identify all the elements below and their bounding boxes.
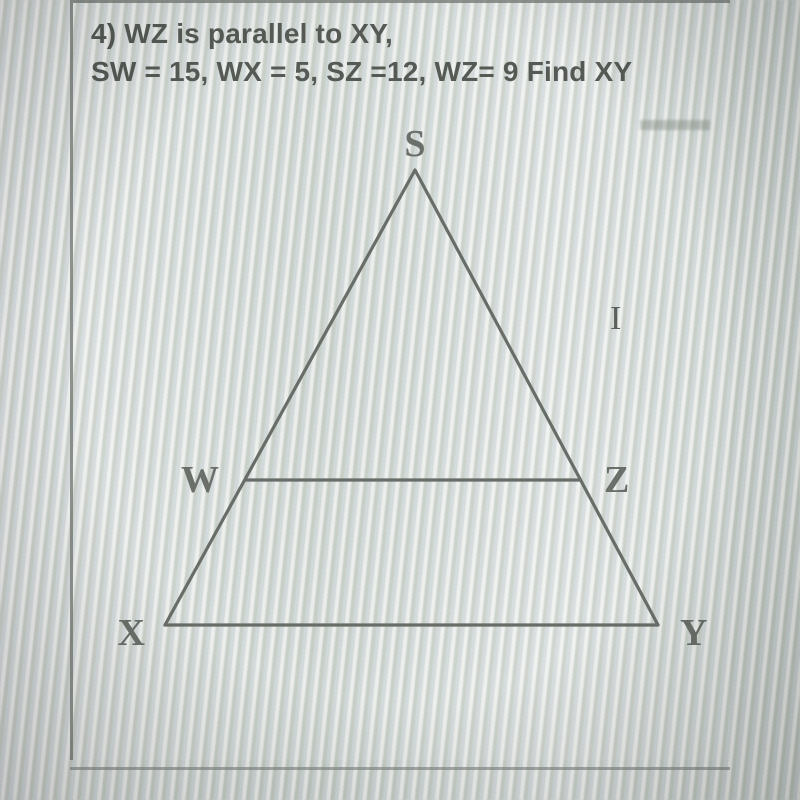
cell-bottom-border bbox=[70, 767, 730, 770]
edge-S-X bbox=[165, 170, 415, 625]
triangle-edges bbox=[165, 170, 658, 625]
triangle-figure: SWZXY bbox=[110, 135, 670, 695]
problem-text: 4) WZ is parallel to XY, SW = 15, WX = 5… bbox=[91, 15, 712, 91]
text-cursor-icon: I bbox=[610, 300, 621, 338]
vertex-label-W: W bbox=[181, 459, 219, 501]
problem-number: 4) bbox=[91, 18, 116, 49]
vertex-label-Y: Y bbox=[680, 612, 707, 654]
smudge-mark bbox=[640, 120, 710, 130]
triangle-svg: SWZXY bbox=[110, 135, 670, 695]
edge-S-Y bbox=[415, 170, 658, 625]
vertex-label-Z: Z bbox=[604, 459, 629, 501]
problem-line-2: SW = 15, WX = 5, SZ =12, WZ= 9 Find XY bbox=[91, 56, 632, 87]
vertex-label-S: S bbox=[404, 123, 425, 165]
vertex-label-X: X bbox=[118, 612, 145, 654]
problem-line-1: WZ is parallel to XY, bbox=[124, 18, 393, 49]
triangle-labels: S W Z X Y bbox=[118, 123, 708, 654]
